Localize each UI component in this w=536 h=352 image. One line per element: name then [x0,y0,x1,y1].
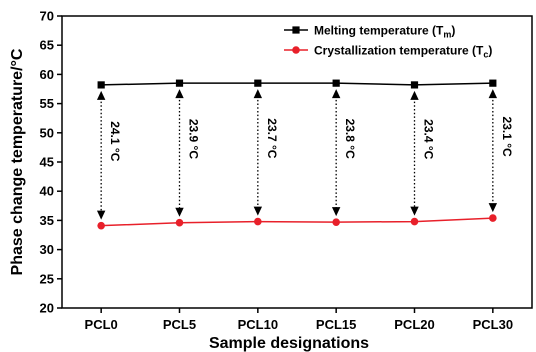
y-tick-label: 40 [40,184,54,199]
series-line [101,217,493,227]
data-point-circle [332,218,340,226]
difference-label: 23.4 °C [422,119,436,159]
data-point-square [254,79,262,87]
y-tick-label: 50 [40,125,54,140]
legend-label: Crystallization temperature (Tc) [314,44,492,60]
arrowhead-down [253,206,263,216]
difference-label: 23.7 °C [265,118,279,158]
arrowhead-up [410,90,419,100]
plot-frame [61,15,533,309]
legend-label-subscript: m [443,30,451,40]
series-line [101,82,493,86]
legend-label-suffix: ) [488,44,492,58]
difference-label: 23.9 °C [187,119,201,159]
data-point-circle [254,217,262,226]
y-tick-label: 25 [40,271,54,286]
difference-label: 23.1 °C [500,117,514,157]
data-point-circle [489,214,497,222]
axes: 20 25 30 35 40 45 50 55 60 65 70 PCL0 PCL5 PCL10 PCL15… [40,9,533,332]
data-point-circle [97,221,105,230]
difference-label: 24.1 °C [108,121,122,161]
x-tick-label: PCL30 [473,317,513,332]
x-tick-label: PCL20 [394,317,434,332]
difference-label: 23.8 °C [343,119,357,159]
data-point-circle [175,218,184,227]
x-tick-label: PCL0 [85,317,118,332]
data-series [97,79,497,230]
legend-label-main: Crystallization temperature (T [314,44,484,58]
arrowhead-down [410,206,419,216]
arrowhead-up [253,89,263,99]
y-tick-label: 65 [40,38,54,53]
x-axis-title: Sample designations [209,335,369,352]
difference-annotations: 24.1 °C 23.9 °C 23.7 °C 23.8 °C 23.4 °C 23.1 … [96,89,514,220]
legend: Melting temperature (Tm)Crystallization … [284,24,492,60]
y-tick-label: 55 [40,96,54,111]
legend-marker-circle [292,46,300,54]
y-axis-title: Phase change temperature/°C [9,48,26,275]
arrowhead-down [96,210,106,220]
data-point-square [410,81,419,89]
legend-label-suffix: ) [451,24,455,38]
x-tick-label: PCL5 [163,317,196,332]
y-tick-label: 30 [40,242,54,257]
legend-marker-square [292,26,300,34]
data-point-square [332,79,340,87]
y-tick-label: 60 [40,67,54,82]
data-point-square [175,79,184,87]
y-tick-label: 20 [40,301,54,316]
arrowhead-down [488,203,498,213]
legend-label-subscript: c [483,50,488,60]
y-tick-label: 70 [40,9,54,24]
arrowhead-up [488,89,498,99]
y-tick-label: 35 [40,213,54,228]
arrowhead-up [96,90,106,100]
arrowhead-up [175,89,184,99]
data-point-square [97,81,105,89]
legend-label: Melting temperature (Tm) [314,24,455,40]
arrowhead-down [331,207,341,217]
y-tick-label: 45 [40,155,54,170]
data-point-circle [410,217,419,226]
x-tick-label: PCL10 [238,317,278,332]
x-tick-label: PCL15 [316,317,356,332]
arrowhead-down [175,207,184,217]
legend-label-main: Melting temperature (T [314,24,444,38]
arrowhead-up [331,89,341,99]
data-point-square [489,79,497,87]
